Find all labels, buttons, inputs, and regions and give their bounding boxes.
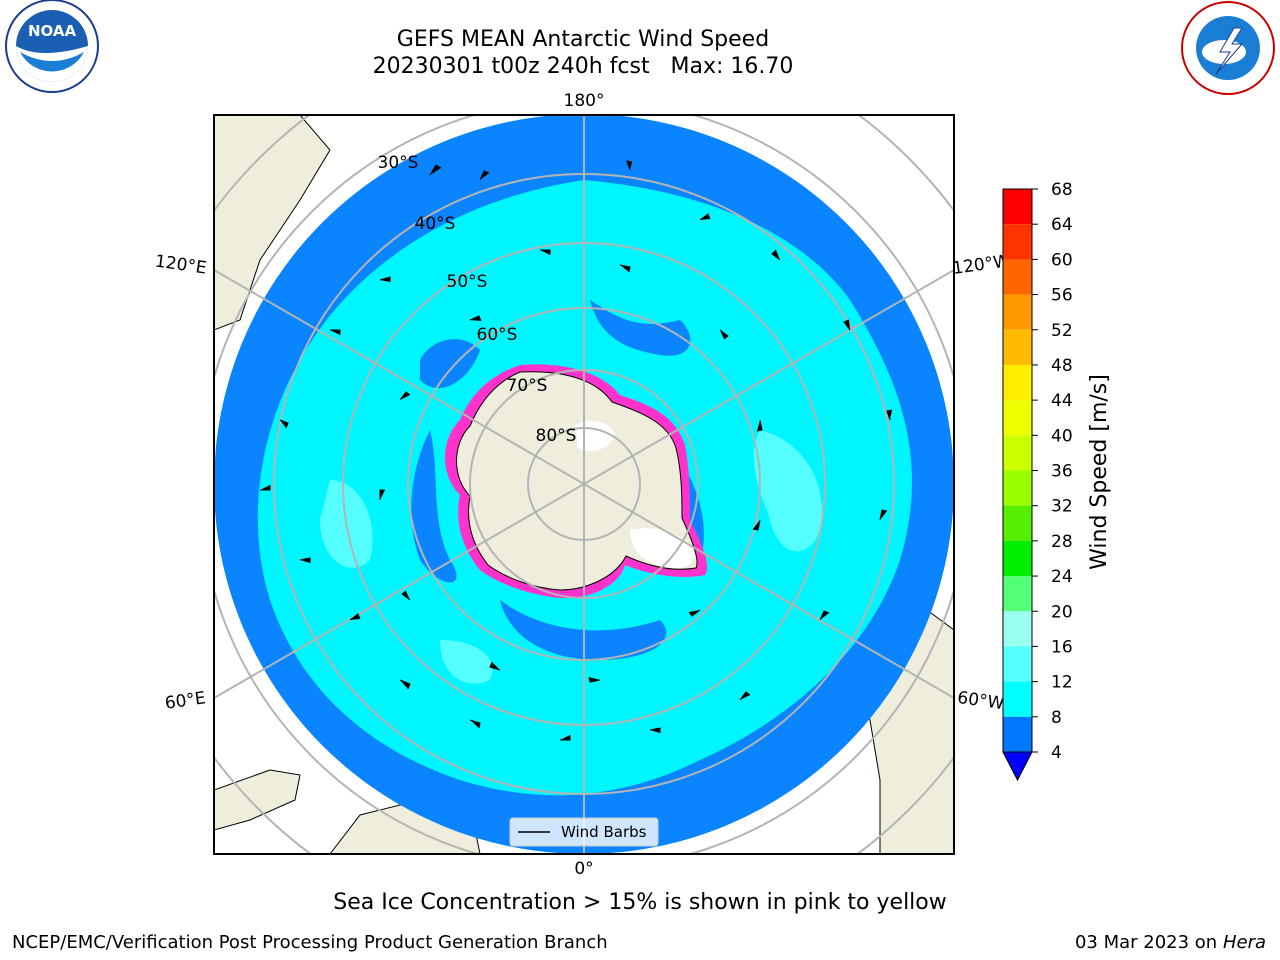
colorbar-tick-label: 36: [1051, 462, 1073, 482]
lon-label-60e: 60°E: [164, 688, 207, 713]
colorbar-tick-label: 44: [1051, 391, 1073, 411]
colorbar-segment: [1003, 294, 1032, 330]
map-title: GEFS MEAN Antarctic Wind Speed: [396, 27, 770, 52]
graticule: [214, 115, 954, 854]
lat-label-50s: 50°S: [447, 272, 488, 292]
wind-band-low-a: [590, 300, 691, 356]
wind-band-low-d: [411, 430, 457, 583]
colorbar-label: Wind Speed [m/s]: [1087, 374, 1112, 570]
colorbar-segment: [1003, 470, 1032, 506]
lon-label-120w: 120°W: [951, 251, 1011, 279]
colorbar-tick-label: 28: [1051, 532, 1073, 552]
colorbar-tick-label: 52: [1051, 321, 1073, 341]
footer-host: Hera: [1222, 932, 1266, 953]
noaa-logo-text: NOAA: [28, 22, 77, 40]
map-legend: Wind Barbs: [509, 817, 659, 847]
colorbar-tick-label: 16: [1051, 637, 1073, 657]
colorbar-tick-label: 40: [1051, 426, 1073, 446]
colorbar-segment: [1003, 224, 1032, 260]
colorbar-segment: [1003, 505, 1032, 541]
map-frame: [213, 114, 955, 855]
lon-label-180: 180°: [564, 91, 605, 111]
colorbar-tick-label: 32: [1051, 497, 1073, 517]
colorbar-segment: [1003, 611, 1032, 647]
colorbar-segment: [1003, 364, 1032, 401]
colorbar-tick-label: 20: [1051, 602, 1073, 622]
colorbar-segment: [1003, 681, 1032, 717]
footer-date: 03 Mar 2023 on Hera: [1075, 932, 1266, 953]
colorbar-segment: [1003, 716, 1032, 752]
colorbar-tick-label: 48: [1051, 356, 1073, 376]
colorbar-tick-label: 4: [1051, 743, 1062, 763]
legend-label: Wind Barbs: [561, 823, 647, 841]
colorbar: 68 64 60 56 52 48 44 40 36 32 28 24 20 16 12 8 4: [1002, 180, 1073, 782]
sea-ice-caption: Sea Ice Concentration > 15% is shown in …: [333, 890, 947, 915]
lat-label-30s: 30°S: [378, 153, 419, 173]
map-subtitle: 20230301 t00z 240h fcst Max: 16.70: [372, 54, 794, 79]
colorbar-segment: [1003, 329, 1032, 365]
colorbar-segment: [1003, 540, 1032, 577]
noaa-logo: NOAA: [5, 0, 99, 93]
colorbar-tick-label: 68: [1051, 180, 1073, 200]
colorbar-tick-label: 64: [1051, 215, 1073, 235]
colorbar-tick-label: 12: [1051, 673, 1073, 693]
colorbar-tick-label: 24: [1051, 567, 1073, 587]
colorbar-segment: [1003, 189, 1032, 225]
lon-label-0: 0°: [574, 859, 593, 879]
wind-band-12-16-c: [440, 640, 493, 684]
lat-label-80s: 80°S: [536, 426, 577, 446]
footer-date-text: 03 Mar 2023 on: [1074, 932, 1218, 953]
lat-label-40s: 40°S: [415, 214, 456, 234]
colorbar-segment: [1003, 576, 1032, 612]
lat-label-70s: 70°S: [507, 376, 548, 396]
lat-label-60s: 60°S: [477, 325, 518, 345]
colorbar-tick-label: 8: [1051, 708, 1062, 728]
wind-band-12-16-a: [753, 430, 822, 552]
colorbar-segment: [1003, 400, 1032, 436]
nws-logo: [1181, 1, 1275, 95]
colorbar-segment: [1003, 435, 1032, 471]
colorbar-extend-arrow: [1002, 751, 1033, 782]
colorbar-tick-label: 56: [1051, 286, 1073, 306]
colorbar-tick-label: 60: [1051, 250, 1073, 270]
lon-label-60w: 60°W: [956, 688, 1005, 714]
wind-band-low-b: [420, 339, 480, 389]
footer-branch: NCEP/EMC/Verification Post Processing Pr…: [12, 932, 608, 953]
wind-barbs: [260, 160, 893, 741]
colorbar-segment: [1003, 646, 1032, 682]
colorbar-segment: [1003, 259, 1032, 295]
lon-label-120e: 120°E: [154, 252, 208, 279]
